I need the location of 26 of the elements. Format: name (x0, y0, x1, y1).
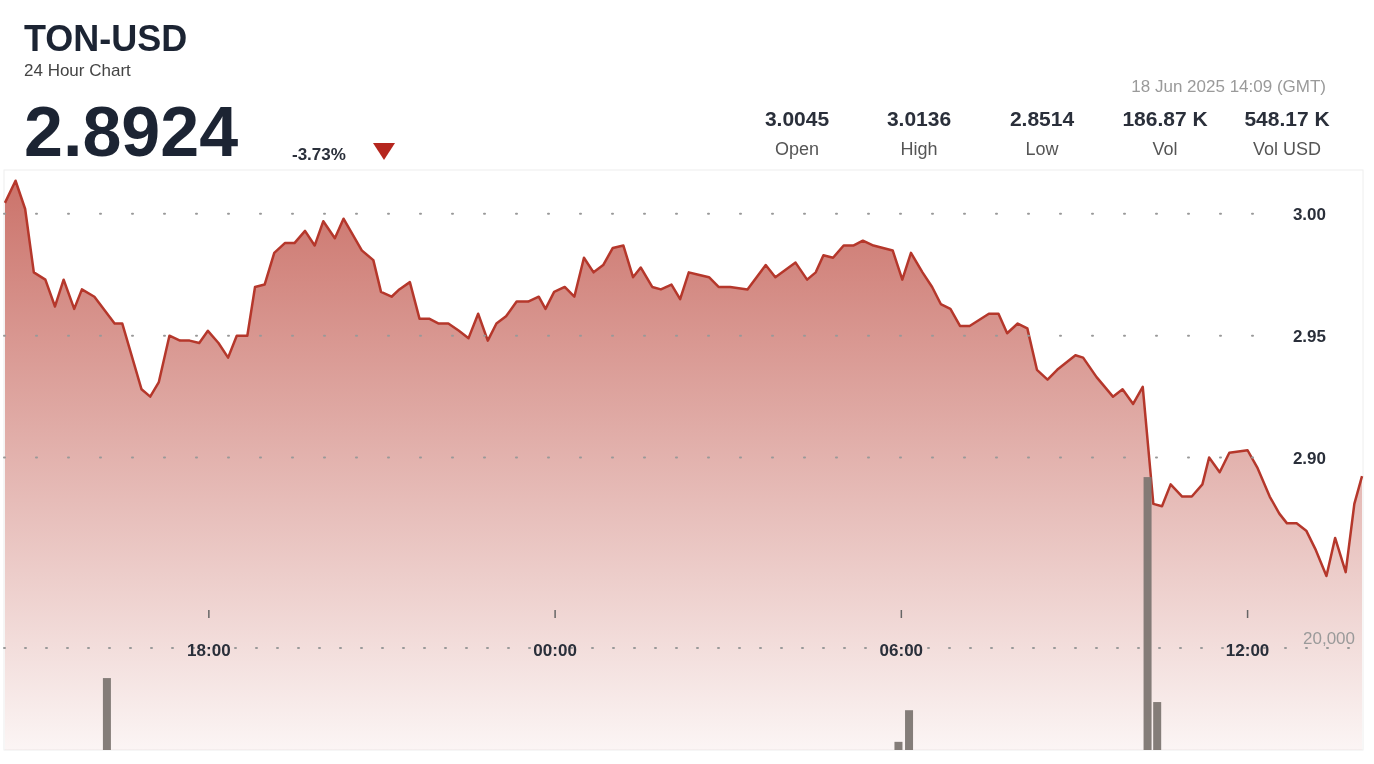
y2-tick-label: 20,000 (1303, 628, 1355, 648)
y-tick-label: 2.90 (1292, 448, 1326, 468)
chart-title: TON-USD (24, 18, 188, 59)
bar (894, 741, 903, 750)
text: 186.87 K (1122, 107, 1208, 130)
bar (905, 710, 914, 750)
x-tick-label: 12:00 (1225, 641, 1270, 660)
x-tick-label: 18:00 (187, 641, 231, 660)
y-tick-label: 3.00 (1292, 204, 1326, 224)
text: 548.17 K (1244, 107, 1330, 130)
bar (102, 678, 111, 750)
text: -3.73% (292, 145, 346, 164)
text: High (900, 139, 938, 159)
annotation: 2.8924 (24, 93, 239, 171)
text: 18 Jun 2025 14:09 (GMT) (1131, 77, 1326, 96)
text: 2.8514 (1009, 107, 1075, 130)
x-tick-label: 06:00 (879, 641, 924, 660)
text: Low (1025, 139, 1060, 159)
text: Open (774, 139, 820, 159)
text: 3.0136 (886, 107, 952, 130)
text: Vol (1152, 139, 1178, 159)
text: Vol USD (1252, 139, 1322, 159)
text: 3.0045 (764, 107, 830, 130)
chart-subtitle: 24 Hour Chart (24, 61, 132, 80)
y-tick-label: 2.95 (1292, 326, 1326, 346)
x-tick-label: 00:00 (533, 641, 577, 660)
